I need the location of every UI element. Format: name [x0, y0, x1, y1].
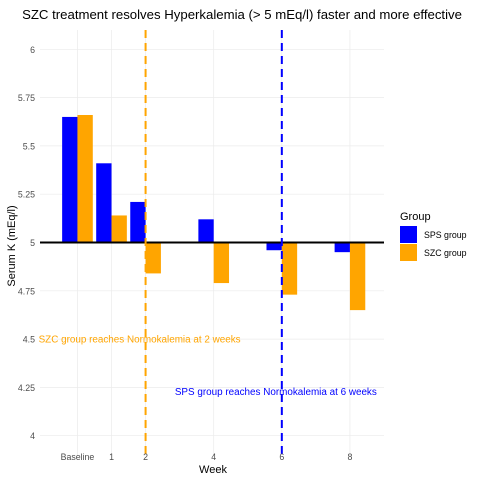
y-axis-label: Serum K (mEq/l): [6, 205, 18, 286]
x-tick-label: 1: [109, 452, 114, 462]
y-tick-label: 6: [30, 45, 35, 55]
bar-sps: [198, 219, 214, 243]
y-tick-label: 5.75: [18, 93, 35, 103]
x-tick-label: Baseline: [61, 452, 95, 462]
x-tick-label: 6: [279, 452, 284, 462]
y-tick-label: 5.25: [18, 190, 35, 200]
legend-label: SPS group: [424, 230, 467, 240]
bar-sps: [96, 163, 112, 243]
legend-label: SZC group: [424, 248, 467, 258]
x-axis-tick-labels: Baseline 1 2 4 6 8: [61, 452, 353, 462]
bar-sps: [266, 242, 282, 251]
y-tick-label: 5: [30, 238, 35, 248]
y-axis-tick-labels: 4 4.25 4.5 4.75 5 5.25 5.5 5.75 6: [18, 45, 35, 441]
bar-szc: [145, 242, 161, 274]
bar-sps: [130, 201, 146, 243]
reference-annotation: SPS group reaches Normokalemia at 6 week…: [175, 387, 377, 398]
legend-key: [400, 226, 417, 243]
reference-lines: SZC group reaches Normokalemia at 2 week…: [39, 30, 377, 455]
bar-sps: [62, 116, 78, 243]
chart-title: SZC treatment resolves Hyperkalemia (> 5…: [22, 7, 462, 22]
x-tick-label: 4: [211, 452, 216, 462]
legend-key: [400, 244, 417, 261]
bar-szc: [281, 242, 298, 295]
bar-sps: [334, 242, 350, 253]
bar-szc: [111, 215, 127, 243]
y-tick-label: 4.5: [23, 335, 35, 345]
x-tick-label: 8: [347, 452, 352, 462]
y-tick-label: 4: [30, 431, 35, 441]
y-tick-label: 4.75: [18, 286, 35, 296]
bar-szc: [213, 242, 230, 284]
y-tick-label: 4.25: [18, 383, 35, 393]
legend-title: Group: [400, 211, 431, 223]
legend: Group SPS group SZC group: [400, 211, 467, 261]
x-axis-label: Week: [199, 464, 227, 476]
bars: [40, 115, 384, 311]
x-tick-label: 2: [143, 452, 148, 462]
y-tick-label: 5.5: [23, 141, 35, 151]
bar-szc: [349, 242, 366, 311]
bar-szc: [77, 115, 93, 243]
reference-annotation: SZC group reaches Normokalemia at 2 week…: [39, 335, 241, 346]
